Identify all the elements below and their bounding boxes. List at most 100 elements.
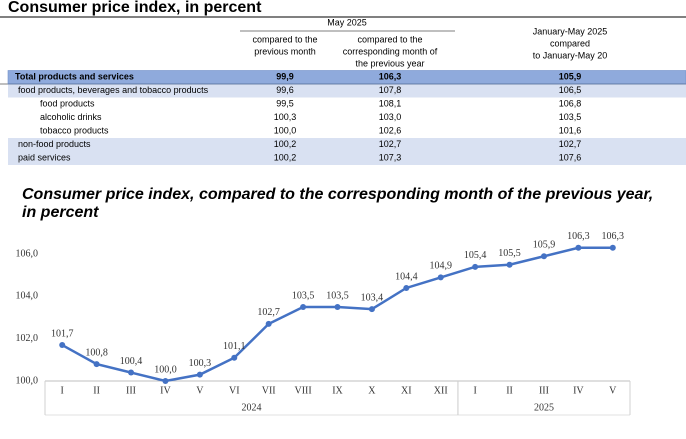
row-label: Total products and services <box>15 71 134 81</box>
value-label: 106,3 <box>567 231 590 242</box>
cell-value: 100,3 <box>274 112 297 122</box>
cell-value: 106,8 <box>559 98 582 108</box>
column-header: corresponding month of <box>343 46 438 56</box>
value-label: 105,4 <box>464 250 487 261</box>
row-label: paid services <box>18 152 71 162</box>
row-label: food products <box>40 98 95 108</box>
cell-value: 100,2 <box>274 152 297 162</box>
value-label: 105,5 <box>498 248 521 259</box>
row-label: alcoholic drinks <box>40 112 102 122</box>
x-tick-label: V <box>609 385 617 396</box>
y-tick-label: 102,0 <box>16 333 39 344</box>
value-label: 100,3 <box>189 358 212 369</box>
value-label: 104,9 <box>429 261 452 272</box>
value-label: 105,9 <box>533 240 556 251</box>
point <box>334 304 341 310</box>
point <box>506 261 513 268</box>
point <box>403 284 410 291</box>
cell-value: 106,5 <box>559 85 582 95</box>
chart-title: in percent <box>22 204 99 221</box>
column-header: the previous year <box>355 58 424 68</box>
column-header: January-May 2025 <box>533 26 608 36</box>
cell-value: 102,7 <box>559 139 582 149</box>
column-header: compared to the <box>357 34 422 44</box>
row-background <box>8 84 686 98</box>
group-label: 2025 <box>534 402 554 413</box>
value-label: 100,8 <box>85 347 108 358</box>
row-label: non-food products <box>18 139 91 149</box>
x-tick-label: I <box>61 385 64 396</box>
point <box>540 253 547 260</box>
cell-value: 100,2 <box>274 139 297 149</box>
point <box>575 244 582 251</box>
cell-value: 99,9 <box>276 71 294 81</box>
point <box>609 244 616 251</box>
chart-title: Consumer price index, compared to the co… <box>22 186 653 203</box>
cell-value: 99,6 <box>276 85 294 95</box>
x-tick-label: II <box>506 385 513 396</box>
group-header: May 2025 <box>327 17 367 27</box>
point <box>300 304 307 310</box>
column-header: to January-May 20 <box>533 50 608 60</box>
point <box>231 354 238 361</box>
point <box>128 369 135 376</box>
y-tick-label: 106,0 <box>16 248 39 259</box>
y-tick-label: 104,0 <box>16 291 39 302</box>
total-row-border <box>7 70 686 85</box>
column-header: compared <box>550 38 590 48</box>
point <box>472 263 479 270</box>
line <box>61 246 613 383</box>
row-background <box>8 138 686 152</box>
x-tick-label: III <box>126 385 136 396</box>
value-label: 104,4 <box>395 271 418 282</box>
cell-value: 102,6 <box>379 125 402 135</box>
point <box>196 371 203 378</box>
row-background <box>8 70 686 84</box>
row-label: tobacco products <box>40 125 109 135</box>
cell-value: 107,3 <box>379 152 402 162</box>
x-tick-label: IX <box>332 385 343 396</box>
x-tick-label: VIII <box>294 385 311 396</box>
value-label: 100,0 <box>154 364 177 375</box>
x-tick-label: XII <box>434 385 448 396</box>
value-label: 101,1 <box>223 341 246 352</box>
cell-value: 107,6 <box>559 152 582 162</box>
x-tick-label: X <box>368 385 376 396</box>
x-tick-label: VII <box>262 385 276 396</box>
group-label: 2024 <box>241 402 261 413</box>
row-background <box>8 151 686 165</box>
cell-value: 103,0 <box>379 112 402 122</box>
cell-value: 108,1 <box>379 98 402 108</box>
value-label: 101,7 <box>51 328 74 339</box>
value-label: 103,5 <box>326 290 349 301</box>
point <box>162 378 169 384</box>
cell-value: 105,9 <box>559 71 582 81</box>
point <box>59 342 66 349</box>
x-tick-label: XI <box>401 385 412 396</box>
point <box>93 361 100 368</box>
cell-value: 103,5 <box>559 112 582 122</box>
value-label: 100,4 <box>120 356 143 367</box>
page-title: Consumer price index, in percent <box>8 0 262 16</box>
value-label: 102,7 <box>257 307 280 318</box>
x-tick-label: III <box>539 385 549 396</box>
x-tick-label: IV <box>160 385 171 396</box>
column-header: previous month <box>254 46 316 56</box>
x-tick-label: VI <box>229 385 240 396</box>
cell-value: 107,8 <box>379 85 402 95</box>
x-tick-label: I <box>473 385 476 396</box>
column-header: compared to the <box>252 34 317 44</box>
value-label: 103,4 <box>361 292 384 303</box>
x-tick-label: V <box>196 385 204 396</box>
cell-value: 101,6 <box>559 125 582 135</box>
row-label: food products, beverages and tobacco pro… <box>18 85 209 95</box>
cell-value: 106,3 <box>379 71 402 81</box>
x-tick-label: IV <box>573 385 584 396</box>
point <box>437 274 444 281</box>
x-tick-label: II <box>93 385 100 396</box>
cell-value: 102,7 <box>379 139 402 149</box>
point <box>265 320 272 327</box>
cell-value: 99,5 <box>276 98 294 108</box>
